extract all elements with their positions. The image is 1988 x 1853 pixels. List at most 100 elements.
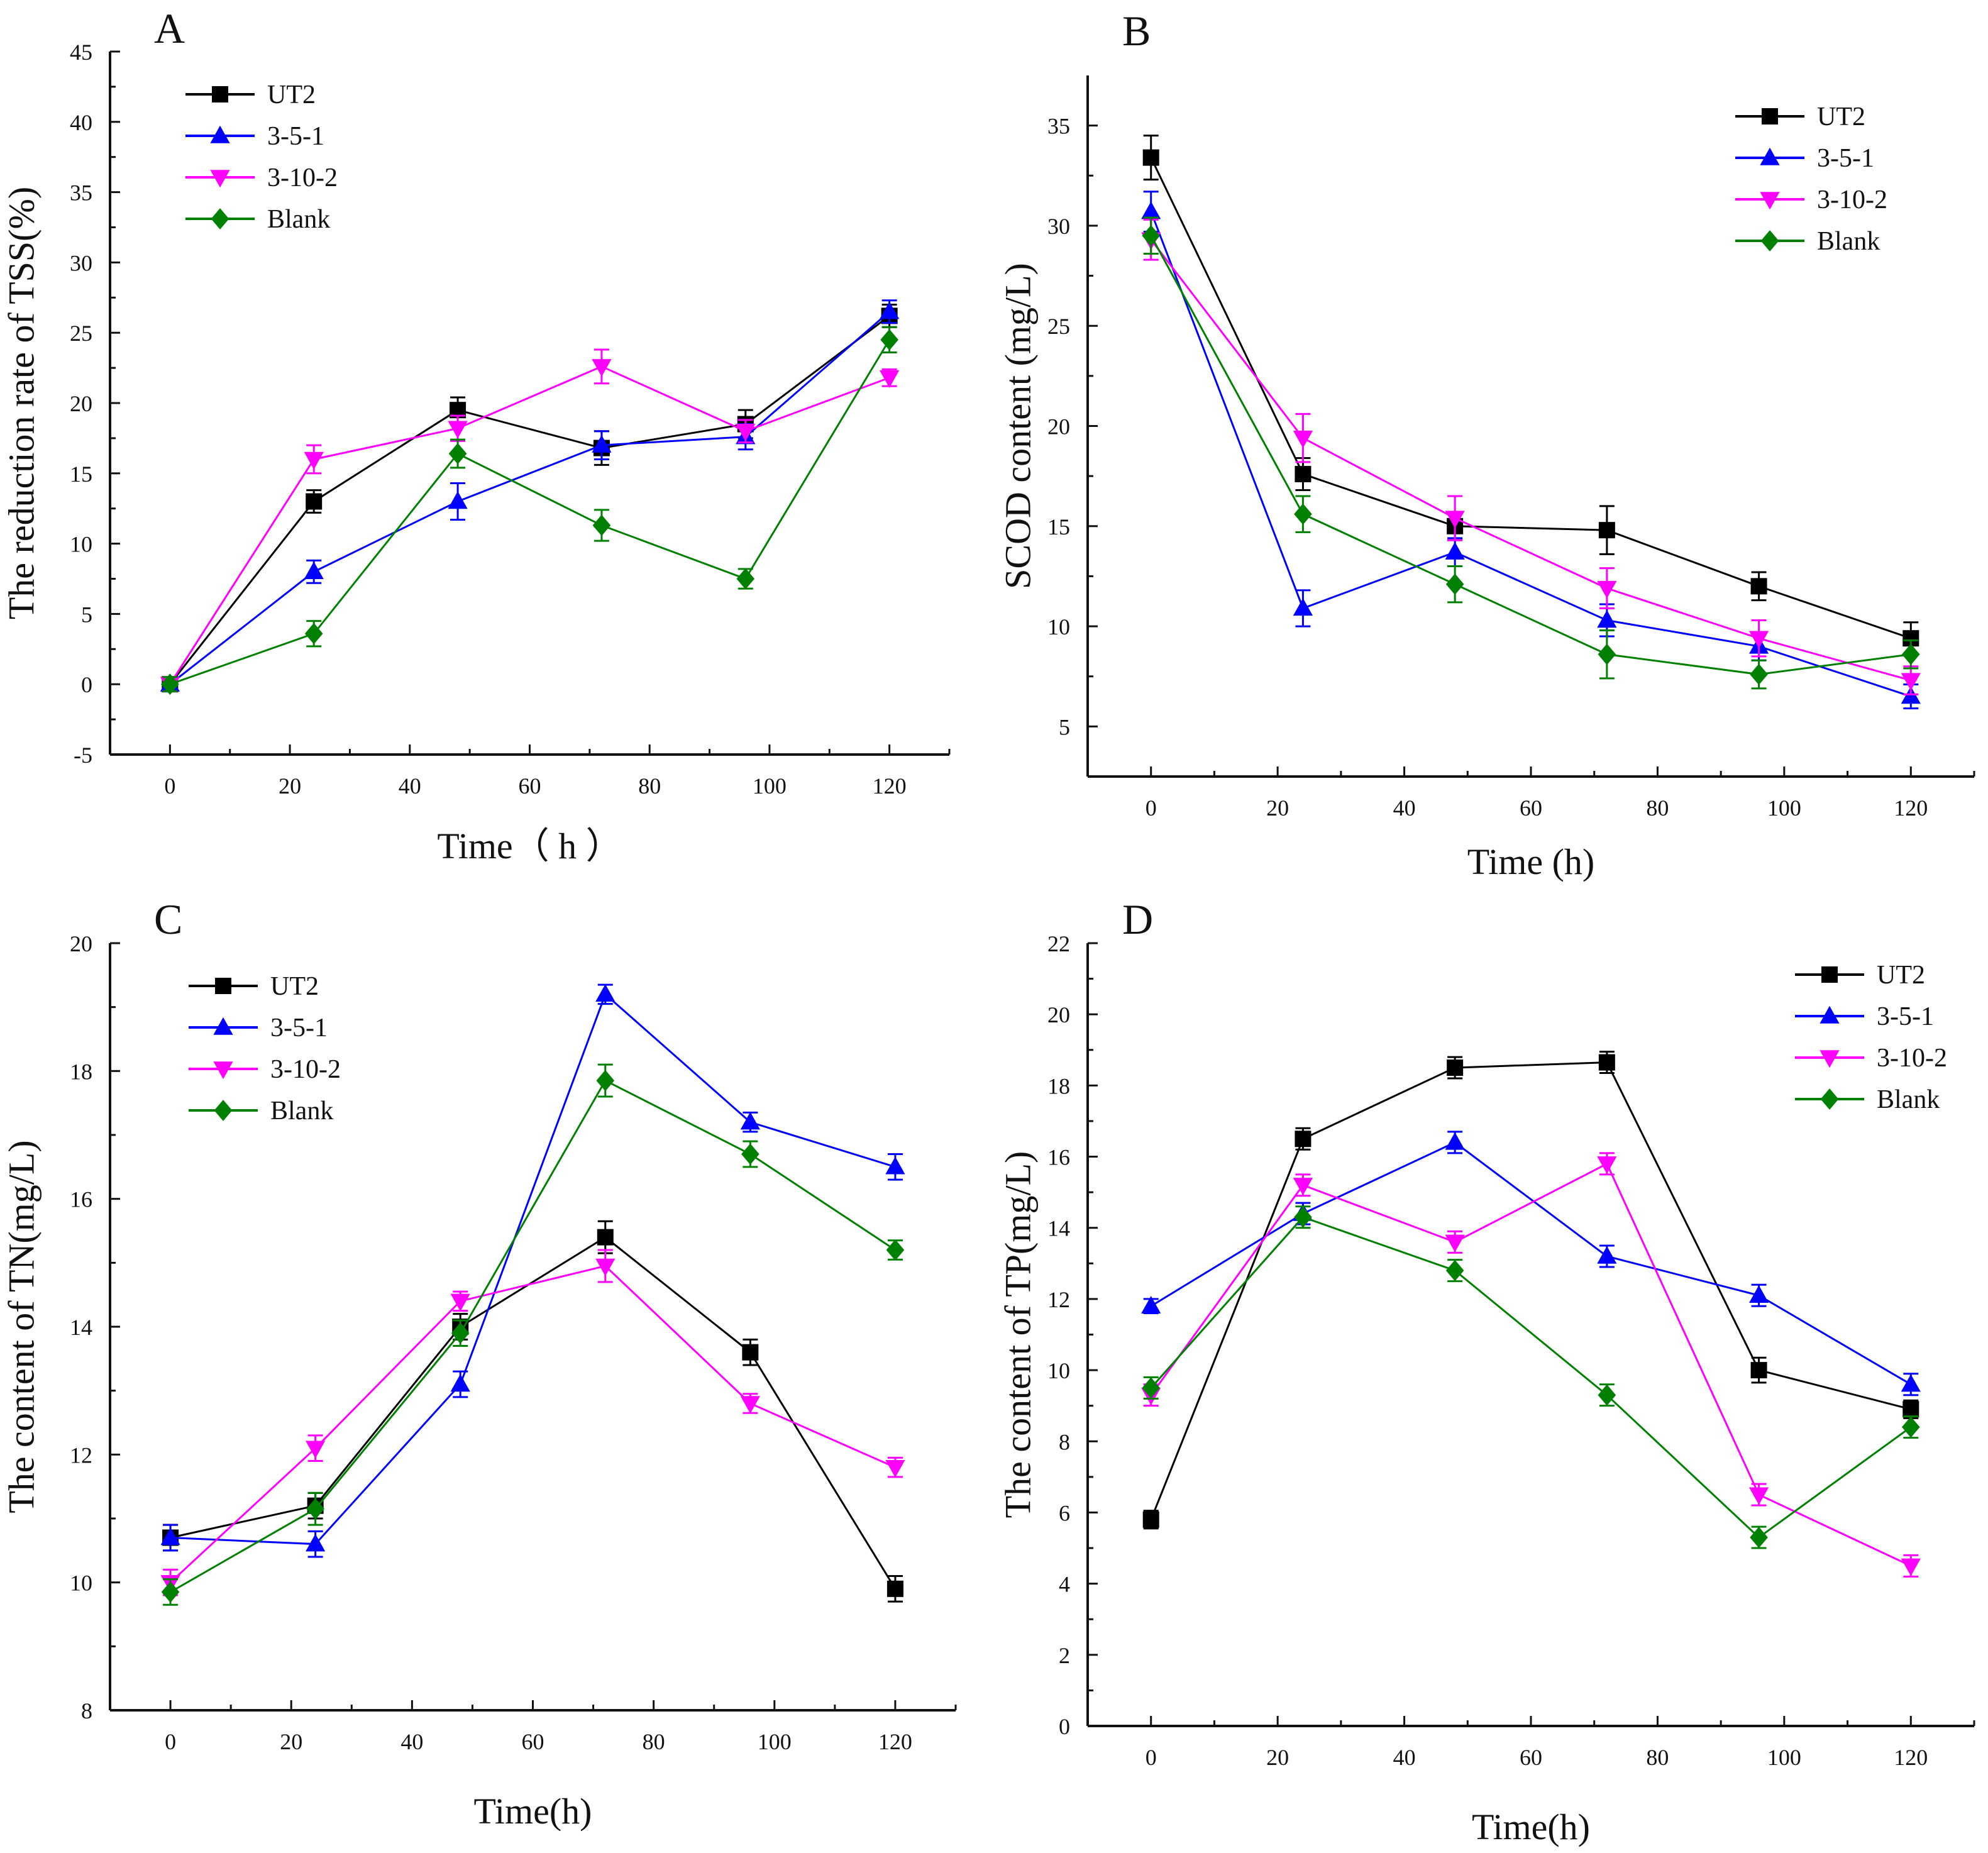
legend-marker xyxy=(1760,147,1780,165)
legend-label: 3-5-1 xyxy=(270,1014,328,1043)
legend-marker xyxy=(212,86,228,102)
y-tick-label: 45 xyxy=(70,40,92,65)
x-tick-label: 80 xyxy=(1646,1745,1669,1770)
series-line xyxy=(1150,239,1911,682)
series-line xyxy=(170,992,896,1546)
series-3-10-2 xyxy=(1141,1152,1921,1578)
data-point xyxy=(592,359,612,377)
x-axis-label: Time（ h ） xyxy=(437,826,622,866)
legend-label: Blank xyxy=(270,1097,333,1126)
x-tick-label: 80 xyxy=(1646,795,1669,821)
data-point xyxy=(1142,149,1159,166)
legend-label: UT2 xyxy=(1817,102,1865,131)
panel-letter: D xyxy=(1122,895,1153,943)
x-tick-label: 120 xyxy=(878,1729,912,1754)
data-point xyxy=(1598,522,1615,539)
data-point xyxy=(448,491,468,509)
series-blank xyxy=(161,1063,905,1606)
x-tick-label: 60 xyxy=(522,1729,544,1754)
legend-marker xyxy=(210,170,230,188)
x-tick-label: 0 xyxy=(164,773,175,799)
y-tick-label: 16 xyxy=(70,1187,92,1212)
data-point xyxy=(592,514,611,536)
y-tick-label: 20 xyxy=(70,931,92,956)
x-tick-label: 20 xyxy=(1266,795,1289,821)
legend-marker xyxy=(1821,966,1838,983)
legend: UT2 3-5-1 3-10-2 Blank xyxy=(189,972,341,1126)
legend-label: Blank xyxy=(1817,227,1880,256)
data-point xyxy=(1748,1285,1769,1303)
data-point xyxy=(1445,1132,1465,1150)
y-tick-label: 30 xyxy=(70,250,92,275)
series-line xyxy=(1150,1061,1911,1520)
legend-marker xyxy=(1762,108,1778,124)
y-tick-label: 12 xyxy=(70,1442,92,1468)
series-3-5-1 xyxy=(1141,191,1921,710)
data-point xyxy=(885,1156,905,1175)
x-tick-label: 100 xyxy=(1767,795,1801,821)
x-tick-label: 0 xyxy=(165,1729,176,1754)
data-point xyxy=(1750,663,1768,685)
y-tick-label: 15 xyxy=(1047,514,1070,539)
y-tick-label: 4 xyxy=(1059,1572,1070,1597)
series-ut2 xyxy=(162,303,898,693)
x-tick-label: 20 xyxy=(280,1729,302,1754)
data-point xyxy=(448,421,468,439)
legend: UT2 3-5-1 3-10-2 Blank xyxy=(1795,961,1947,1114)
series-line xyxy=(169,339,890,685)
y-axis-label: SCOD content (mg/L) xyxy=(997,263,1038,589)
data-point xyxy=(1748,1487,1769,1505)
y-axis-label: The reduction rate of TSS(%) xyxy=(1,187,41,619)
series-3-5-1 xyxy=(1141,1131,1921,1397)
data-point xyxy=(1597,1156,1617,1175)
data-point xyxy=(1294,1206,1312,1228)
data-point xyxy=(595,984,616,1002)
panel-letter: C xyxy=(154,895,182,943)
y-tick-label: 35 xyxy=(70,180,92,206)
y-tick-label: 25 xyxy=(70,321,92,346)
data-point xyxy=(448,443,467,465)
y-tick-label: 12 xyxy=(1047,1287,1070,1312)
data-point xyxy=(740,1112,760,1130)
data-point xyxy=(1597,610,1617,628)
y-tick-label: 8 xyxy=(81,1698,92,1723)
y-tick-label: 20 xyxy=(1047,1002,1070,1027)
legend-marker xyxy=(1820,1005,1840,1024)
data-point xyxy=(306,1441,326,1459)
data-point xyxy=(1901,1416,1920,1438)
legend-marker xyxy=(210,125,230,143)
panel-c: 8 10 12 14 16 18 20 0 20 40 60 80 100 120 Time(h) The c… xyxy=(1,895,957,1832)
y-tick-label: 10 xyxy=(70,1571,92,1596)
series-3-5-1 xyxy=(160,299,900,692)
data-point xyxy=(1141,201,1161,219)
series-blank xyxy=(161,326,898,695)
panel-letter: A xyxy=(154,4,185,52)
legend-marker xyxy=(1820,1088,1839,1110)
series-line xyxy=(170,1264,896,1583)
x-tick-label: 40 xyxy=(400,1729,423,1754)
legend-label: UT2 xyxy=(270,972,319,1001)
data-point xyxy=(1597,580,1617,599)
data-point xyxy=(742,1344,759,1361)
x-tick-label: 80 xyxy=(643,1729,665,1754)
data-point xyxy=(1445,541,1465,560)
data-point xyxy=(1142,1377,1161,1399)
y-tick-label: 18 xyxy=(70,1059,92,1084)
x-tick-label: 60 xyxy=(1520,795,1542,821)
y-tick-label: 6 xyxy=(1059,1500,1070,1525)
data-point xyxy=(1902,1401,1919,1418)
series-line xyxy=(170,1236,897,1590)
data-point xyxy=(1293,1178,1313,1196)
series-blank xyxy=(1142,216,1920,690)
data-point xyxy=(592,434,612,453)
y-tick-label: 10 xyxy=(1047,1358,1070,1383)
y-tick-label: 22 xyxy=(1047,931,1070,956)
data-point xyxy=(1598,1054,1615,1071)
y-tick-label: 35 xyxy=(1047,114,1070,139)
data-point xyxy=(1901,673,1921,691)
data-point xyxy=(886,1580,903,1597)
data-point xyxy=(1293,598,1313,616)
y-axis-label: The content of TN(mg/L) xyxy=(1,1140,41,1513)
y-tick-label: 0 xyxy=(81,672,92,697)
data-point xyxy=(1597,1246,1617,1264)
